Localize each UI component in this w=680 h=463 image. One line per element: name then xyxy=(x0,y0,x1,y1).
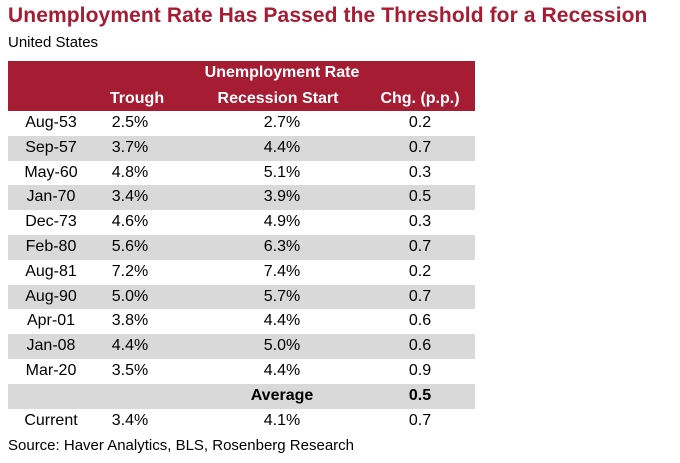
source-note: Source: Haver Analytics, BLS, Rosenberg … xyxy=(8,437,355,454)
recession-start-cell: 5.7% xyxy=(263,287,301,305)
recession-start-cell: 5.0% xyxy=(263,337,301,355)
recession-table: Unemployment Rate Trough Recession Start… xyxy=(8,61,475,433)
trough-cell: 3.8% xyxy=(111,312,149,330)
recession-start-cell: 6.3% xyxy=(263,237,301,255)
average-value: 0.5 xyxy=(408,386,432,404)
row-label: Apr-01 xyxy=(26,312,76,330)
average-row: Average 0.5 xyxy=(8,383,475,409)
trough-cell: 5.6% xyxy=(111,237,149,255)
chart-title: Unemployment Rate Has Passed the Thresho… xyxy=(8,4,648,27)
current-row: Current 3.4% 4.1% 0.7 xyxy=(8,409,475,434)
table-row: Jan-08 4.4% 5.0% 0.6 xyxy=(8,334,475,359)
row-label: Jan-70 xyxy=(26,188,76,206)
change-cell: 0.6 xyxy=(408,337,432,355)
table-row: Aug-53 2.5% 2.7% 0.2 xyxy=(8,111,475,136)
row-label: Dec-73 xyxy=(25,213,77,231)
column-header-change: Chg. (p.p.) xyxy=(380,90,460,107)
row-label: May-60 xyxy=(24,163,78,181)
table-body: Aug-53 2.5% 2.7% 0.2 Sep-57 3.7% 4.4% 0.7 May-60… xyxy=(8,111,475,433)
trough-cell: 4.4% xyxy=(111,337,149,355)
table-row: Dec-73 4.6% 4.9% 0.3 xyxy=(8,210,475,235)
row-label: Jan-08 xyxy=(26,337,76,355)
recession-start-cell: 7.4% xyxy=(263,262,301,280)
table-row: Sep-57 3.7% 4.4% 0.7 xyxy=(8,135,475,161)
recession-start-cell: 4.9% xyxy=(263,213,301,231)
row-label: Current xyxy=(24,411,78,429)
change-cell: 0.6 xyxy=(408,312,432,330)
change-cell: 0.5 xyxy=(408,188,432,206)
recession-start-cell: 4.1% xyxy=(263,411,301,429)
header-group-label: Unemployment Rate xyxy=(204,64,360,81)
row-label: Aug-90 xyxy=(25,287,77,305)
change-cell: 0.3 xyxy=(408,213,432,231)
table-row: Apr-01 3.8% 4.4% 0.6 xyxy=(8,309,475,334)
row-label: Feb-80 xyxy=(25,237,77,255)
table-row: Jan-70 3.4% 3.9% 0.5 xyxy=(8,185,475,211)
change-cell: 0.7 xyxy=(408,237,432,255)
trough-cell: 3.4% xyxy=(111,188,149,206)
change-cell: 0.3 xyxy=(408,163,432,181)
recession-start-cell: 3.9% xyxy=(263,188,301,206)
table-row: Aug-81 7.2% 7.4% 0.2 xyxy=(8,260,475,285)
average-label: Average xyxy=(250,386,314,404)
row-label: Aug-81 xyxy=(25,262,77,280)
change-cell: 0.2 xyxy=(408,114,432,131)
table-header: Unemployment Rate Trough Recession Start… xyxy=(8,61,475,111)
change-cell: 0.2 xyxy=(408,262,432,280)
table-row: Aug-90 5.0% 5.7% 0.7 xyxy=(8,284,475,310)
change-cell: 0.7 xyxy=(408,411,432,429)
trough-cell: 4.8% xyxy=(111,163,149,181)
column-header-trough: Trough xyxy=(109,90,165,107)
change-cell: 0.9 xyxy=(408,361,432,379)
chart-subtitle: United States xyxy=(8,34,99,51)
change-cell: 0.7 xyxy=(408,287,432,305)
trough-cell: 3.5% xyxy=(111,361,149,379)
row-label: Mar-20 xyxy=(25,361,77,379)
recession-start-cell: 4.4% xyxy=(263,361,301,379)
column-header-recession-start: Recession Start xyxy=(217,90,339,107)
row-label: Sep-57 xyxy=(25,138,77,156)
recession-start-cell: 2.7% xyxy=(263,114,301,131)
table-row: Mar-20 3.5% 4.4% 0.9 xyxy=(8,359,475,384)
trough-cell: 5.0% xyxy=(111,287,149,305)
recession-start-cell: 5.1% xyxy=(263,163,301,181)
trough-cell: 7.2% xyxy=(111,262,149,280)
table-row: Feb-80 5.6% 6.3% 0.7 xyxy=(8,234,475,260)
change-cell: 0.7 xyxy=(408,138,432,156)
trough-cell: 3.7% xyxy=(111,138,149,156)
recession-start-cell: 4.4% xyxy=(263,138,301,156)
trough-cell: 4.6% xyxy=(111,213,149,231)
trough-cell: 2.5% xyxy=(111,114,149,131)
recession-start-cell: 4.4% xyxy=(263,312,301,330)
row-label: Aug-53 xyxy=(25,114,77,131)
table-row: May-60 4.8% 5.1% 0.3 xyxy=(8,161,475,186)
trough-cell: 3.4% xyxy=(111,411,149,429)
